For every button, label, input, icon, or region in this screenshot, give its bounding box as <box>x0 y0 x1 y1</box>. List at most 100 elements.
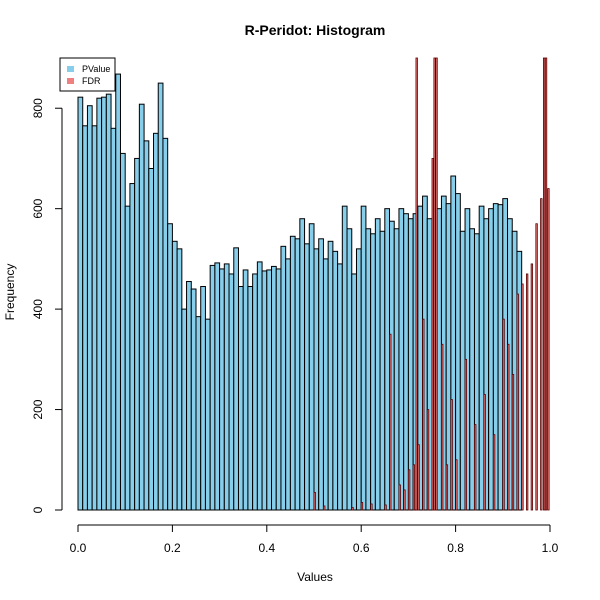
fdr-bar <box>398 484 401 511</box>
pvalue-bar <box>341 205 348 511</box>
fdr-bar <box>433 57 436 511</box>
x-axis: 0.0 0.2 0.4 0.6 0.8 1.0 <box>70 524 559 555</box>
fdr-bar <box>544 57 548 511</box>
fdr-bar <box>441 343 444 511</box>
fdr-bar <box>360 502 364 511</box>
pvalue-bar <box>299 218 306 511</box>
pvalue-bar <box>247 286 254 511</box>
fdr-bar <box>540 198 543 511</box>
fdr-bar <box>351 507 354 511</box>
pvalue-bar <box>153 132 159 511</box>
pvalue-bar <box>403 213 409 511</box>
pvalue-bar <box>176 248 183 511</box>
pvalue-bar <box>459 230 466 511</box>
pvalue-bar <box>252 273 258 511</box>
y-tick-label: 400 <box>31 299 45 319</box>
pvalue-bar <box>143 140 150 511</box>
fdr-bar <box>455 459 458 511</box>
pvalue-bar <box>497 204 504 511</box>
fdr-bar <box>412 464 416 511</box>
pvalue-bar <box>129 183 136 511</box>
pvalue-bar <box>318 238 324 511</box>
y-tick-label: 600 <box>31 198 45 218</box>
y-tick-label: 800 <box>31 98 45 118</box>
fdr-bar <box>474 424 477 511</box>
fdr-bar <box>516 293 519 511</box>
pvalue-bar <box>360 205 367 511</box>
pvalue-bar <box>115 73 121 511</box>
pvalue-bar <box>157 82 164 511</box>
pvalue-bar <box>223 263 230 511</box>
x-tick-label: 0.6 <box>353 541 370 555</box>
pvalue-bar <box>148 167 155 511</box>
pvalue-bar <box>181 308 188 511</box>
pvalue-bar <box>204 318 211 511</box>
pvalue-bar <box>242 269 249 511</box>
fdr-bar <box>435 57 438 511</box>
pvalue-bar <box>86 105 93 511</box>
fdr-bar <box>530 263 534 511</box>
pvalue-bar <box>478 205 485 511</box>
fdr-bar <box>403 489 406 511</box>
pvalue-bar <box>101 96 107 511</box>
pvalue-bar <box>138 103 145 511</box>
pvalue-bar <box>124 205 131 511</box>
pvalue-bar <box>294 238 301 511</box>
pvalue-bar <box>190 288 197 511</box>
pvalue-bar <box>134 157 140 511</box>
pvalue-bar <box>275 268 282 511</box>
fdr-bar <box>417 444 420 511</box>
pvalue-bar <box>393 228 400 511</box>
chart-title: R-Peridot: Histogram <box>245 22 386 38</box>
pvalue-bar <box>77 96 84 511</box>
fdr-bar <box>507 343 510 511</box>
pvalue-bar <box>365 228 372 511</box>
x-tick-label: 0.4 <box>258 541 275 555</box>
pvalue-bar <box>200 286 206 511</box>
pvalue-bar <box>82 125 88 511</box>
x-tick-label: 0.0 <box>70 541 87 555</box>
y-axis-label: Frequency <box>3 264 17 321</box>
pvalue-bar <box>469 228 475 511</box>
legend-label-pvalue: PValue <box>82 64 110 74</box>
fdr-bar <box>313 492 316 511</box>
legend-box <box>59 57 116 92</box>
pvalue-bar <box>332 250 339 511</box>
fdr-bar <box>415 57 418 511</box>
fdr-bar <box>502 318 505 511</box>
pvalue-bar <box>237 286 244 511</box>
pvalue-bar <box>261 270 268 511</box>
pvalue-bar <box>370 233 376 511</box>
legend-swatch-fdr <box>67 78 74 84</box>
pvalue-bar <box>214 262 221 511</box>
fdr-bar <box>464 358 467 511</box>
pvalue-bar <box>256 261 263 511</box>
y-tick-label: 0 <box>31 506 45 513</box>
pvalue-bar <box>209 264 216 511</box>
pvalue-bar <box>355 248 362 511</box>
y-tick-label: 200 <box>31 399 45 419</box>
pvalue-bar <box>445 203 452 511</box>
pvalue-bar <box>195 316 202 511</box>
pvalue-bar <box>228 273 235 511</box>
fdr-bar <box>323 505 326 511</box>
pvalue-bar <box>271 265 277 511</box>
fdr-bar <box>521 283 524 511</box>
pvalue-bar <box>346 228 353 511</box>
legend-swatch-pvalue <box>67 66 74 72</box>
pvalue-bar <box>384 208 391 511</box>
fdr-bar <box>384 504 387 511</box>
pvalue-bar <box>110 127 117 511</box>
pvalue-bar <box>322 258 329 511</box>
fdr-bar <box>407 469 411 511</box>
fdr-bar <box>431 158 434 511</box>
x-tick-label: 0.8 <box>447 541 464 555</box>
fdr-bar <box>526 273 529 511</box>
x-tick-label: 0.2 <box>164 541 181 555</box>
fdr-bar <box>370 503 373 511</box>
legend: PValue FDR <box>59 57 116 92</box>
pvalue-bar <box>407 218 414 511</box>
legend-label-fdr: FDR <box>82 76 101 86</box>
pvalue-bars <box>77 73 523 511</box>
